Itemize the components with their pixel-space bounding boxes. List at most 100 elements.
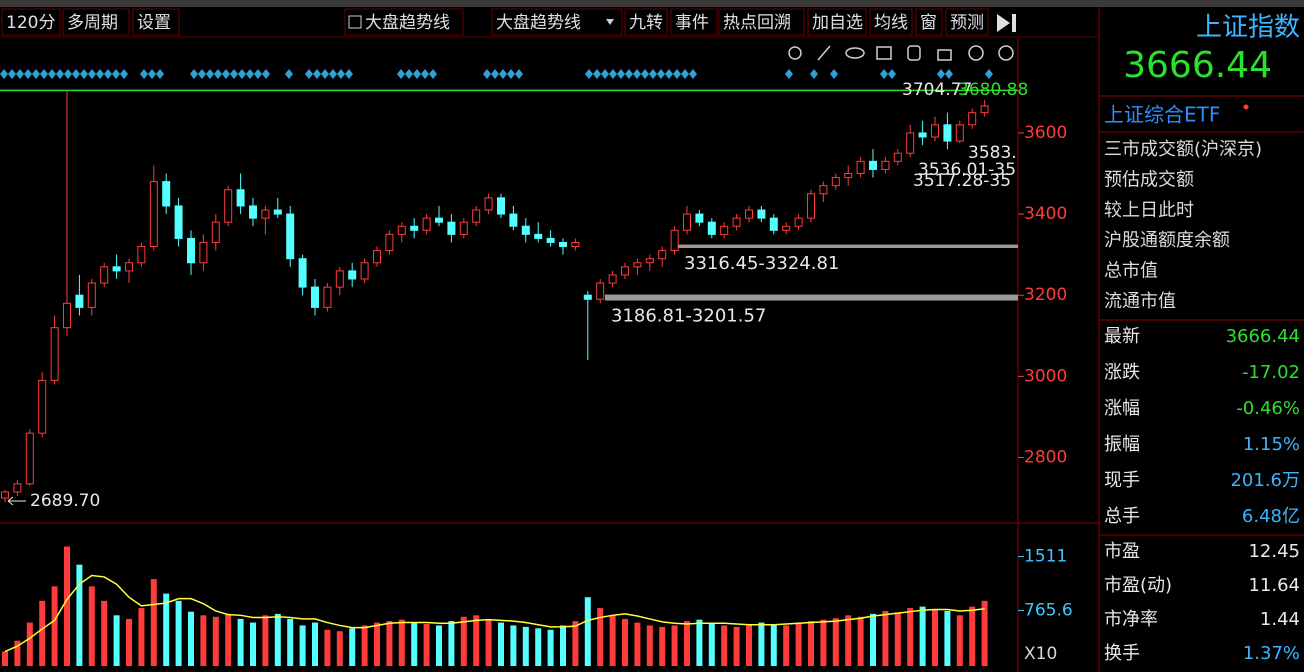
toolbar-button[interactable] bbox=[670, 8, 718, 36]
volume-bar bbox=[51, 586, 58, 666]
toolbar-button[interactable] bbox=[718, 8, 805, 36]
checkbox[interactable] bbox=[348, 15, 362, 29]
candle-body bbox=[918, 132, 927, 138]
toolbar-button[interactable] bbox=[915, 8, 943, 36]
candle-body bbox=[50, 327, 59, 381]
volume-bar bbox=[386, 621, 393, 666]
event-marker bbox=[585, 69, 593, 79]
volume-bar bbox=[956, 615, 963, 666]
volume-bar bbox=[212, 616, 219, 666]
candle-body bbox=[794, 217, 803, 227]
volume-bar bbox=[113, 615, 120, 666]
stat-value: 201.6万 bbox=[1230, 470, 1300, 491]
volume-bar bbox=[274, 613, 281, 666]
candle-body bbox=[583, 294, 592, 300]
event-marker bbox=[515, 69, 523, 79]
volume-bar bbox=[14, 640, 21, 666]
candle-body bbox=[75, 294, 84, 308]
candle-body bbox=[87, 282, 96, 308]
stat-label: 涨幅 bbox=[1104, 398, 1140, 419]
toolbar-icons bbox=[788, 45, 1014, 61]
volume-bar bbox=[498, 622, 504, 666]
candle-body bbox=[720, 225, 729, 235]
panel-title: 上证指数 bbox=[1196, 13, 1300, 43]
top-strip bbox=[0, 0, 1304, 7]
toolbar-label: 大盘趋势线 bbox=[496, 13, 581, 33]
toolbar-button[interactable] bbox=[624, 8, 668, 36]
y-tick-label: 3200 bbox=[1024, 285, 1067, 305]
volume-bar bbox=[820, 619, 827, 666]
toolbar-button[interactable] bbox=[491, 8, 623, 36]
event-marker bbox=[810, 69, 818, 79]
event-marker bbox=[254, 69, 262, 79]
candle-body bbox=[980, 105, 989, 114]
event-marker bbox=[72, 69, 80, 79]
candle-body bbox=[397, 225, 406, 235]
volume-bar bbox=[200, 615, 207, 666]
candle-body bbox=[497, 197, 505, 215]
event-marker bbox=[120, 69, 128, 79]
volume-bar bbox=[622, 618, 628, 666]
event-marker bbox=[0, 69, 8, 79]
volume-bar bbox=[746, 625, 752, 666]
volume-bar bbox=[857, 616, 864, 666]
candle-body bbox=[546, 237, 555, 243]
annotation-arrow bbox=[7, 496, 26, 506]
event-marker bbox=[40, 69, 48, 79]
annotation: 3517.28-35 bbox=[913, 171, 1011, 191]
event-marker bbox=[483, 69, 491, 79]
event-marker bbox=[601, 69, 609, 79]
event-marker bbox=[48, 69, 56, 79]
event-marker bbox=[262, 69, 270, 79]
event-marker bbox=[641, 69, 649, 79]
candle-body bbox=[968, 112, 977, 126]
volume-bar bbox=[76, 564, 83, 666]
toolbar-button[interactable] bbox=[945, 8, 989, 36]
volume-bar bbox=[237, 618, 244, 666]
event-marker bbox=[499, 69, 507, 79]
candle-body bbox=[261, 209, 270, 219]
candle-body bbox=[149, 181, 158, 248]
toolbar-button[interactable] bbox=[62, 8, 130, 36]
volume-bar bbox=[2, 651, 8, 666]
volume-bar bbox=[845, 615, 852, 666]
volume-bar bbox=[634, 622, 641, 666]
event-marker bbox=[96, 69, 104, 79]
candle-body bbox=[335, 270, 344, 288]
volume-bar bbox=[572, 621, 579, 666]
stat-label: 市盈(动) bbox=[1104, 575, 1172, 596]
event-marker bbox=[689, 69, 697, 79]
event-marker bbox=[88, 69, 96, 79]
event-marker bbox=[633, 69, 641, 79]
volume-bar bbox=[733, 626, 740, 666]
event-marker bbox=[156, 69, 164, 79]
event-marker bbox=[617, 69, 625, 79]
candle-body bbox=[286, 213, 295, 260]
volume-bar bbox=[684, 621, 690, 666]
toolbar-button[interactable] bbox=[1, 8, 61, 36]
volume-bar bbox=[783, 625, 790, 666]
volume-bar bbox=[758, 622, 765, 666]
candle-body bbox=[100, 266, 109, 284]
volume-bar bbox=[510, 625, 517, 666]
toolbar-label: 九转 bbox=[629, 13, 663, 33]
zone-band bbox=[678, 244, 1018, 248]
candle-body bbox=[732, 217, 741, 227]
event-marker bbox=[8, 69, 16, 79]
toolbar-button[interactable] bbox=[344, 8, 464, 36]
event-marker bbox=[985, 69, 993, 79]
stat-value: 1.37% bbox=[1243, 643, 1300, 664]
candle-body bbox=[745, 209, 753, 219]
candle-body bbox=[273, 209, 282, 215]
event-marker bbox=[104, 69, 112, 79]
toolbar-button[interactable] bbox=[869, 8, 913, 36]
candle-body bbox=[707, 221, 716, 235]
y-tick-label: 3000 bbox=[1024, 366, 1067, 386]
v-tick-label: 1511 bbox=[1024, 547, 1067, 567]
stat-label: 最新 bbox=[1104, 326, 1140, 347]
toolbar-button[interactable] bbox=[132, 8, 180, 36]
event-marker bbox=[305, 69, 313, 79]
toolbar-button[interactable] bbox=[807, 8, 867, 36]
toolbar-label: 多周期 bbox=[67, 13, 118, 33]
